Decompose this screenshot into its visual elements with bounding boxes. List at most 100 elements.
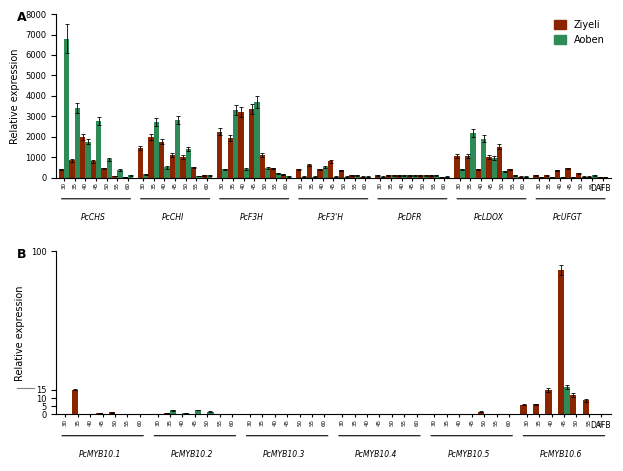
Text: PcMYB10.6: PcMYB10.6 — [540, 450, 582, 459]
Bar — [143, 174, 148, 178]
Bar — [265, 168, 270, 178]
Bar — [560, 177, 565, 178]
Bar — [375, 176, 381, 178]
Text: A: A — [17, 11, 27, 24]
Bar — [85, 142, 91, 178]
Bar — [402, 176, 407, 178]
Bar — [492, 158, 497, 178]
Bar — [444, 177, 450, 178]
Bar — [513, 176, 518, 178]
Bar — [391, 176, 396, 178]
Bar — [59, 170, 64, 178]
Bar — [508, 170, 513, 178]
Bar — [238, 112, 244, 178]
Bar — [339, 171, 344, 178]
Bar — [533, 404, 539, 414]
Text: PcMYB10.2: PcMYB10.2 — [171, 450, 213, 459]
Y-axis label: Relative expression: Relative expression — [10, 48, 20, 144]
Bar — [328, 161, 333, 178]
Bar — [170, 155, 175, 178]
Bar — [429, 176, 434, 178]
Bar — [164, 413, 170, 414]
Bar — [344, 177, 350, 178]
Bar — [386, 176, 391, 178]
Bar — [544, 176, 549, 178]
Bar — [207, 412, 214, 414]
Bar — [249, 109, 254, 178]
Bar — [64, 39, 69, 178]
Bar — [571, 177, 576, 178]
Bar — [545, 390, 551, 414]
Bar — [312, 177, 317, 178]
Bar — [123, 177, 128, 178]
Bar — [109, 412, 115, 414]
Text: PcMYB10.1: PcMYB10.1 — [78, 450, 121, 459]
Bar — [592, 176, 597, 178]
Bar — [365, 177, 371, 178]
Text: PcF3H: PcF3H — [240, 213, 264, 222]
Text: PcCHS: PcCHS — [81, 213, 106, 222]
Bar — [191, 167, 196, 178]
Bar — [418, 176, 423, 178]
Bar — [154, 122, 159, 178]
Bar — [475, 170, 481, 178]
Bar — [183, 413, 189, 414]
Bar — [549, 177, 554, 178]
Bar — [254, 102, 260, 178]
Bar — [360, 177, 365, 178]
Bar — [207, 176, 212, 178]
Bar — [407, 176, 412, 178]
Bar — [227, 138, 233, 178]
Bar — [91, 161, 96, 178]
Bar — [296, 170, 302, 178]
Bar — [72, 390, 78, 414]
Bar — [434, 176, 439, 178]
Bar — [275, 173, 281, 178]
Bar — [317, 170, 323, 178]
Bar — [69, 160, 75, 178]
Bar — [478, 412, 484, 414]
Bar — [196, 176, 202, 178]
Text: PcDFR: PcDFR — [397, 213, 422, 222]
Bar — [396, 176, 402, 178]
Bar — [486, 157, 492, 178]
Text: PcMYB10.5: PcMYB10.5 — [447, 450, 490, 459]
Bar — [175, 121, 181, 178]
Bar — [170, 410, 176, 414]
Bar — [576, 173, 581, 178]
Bar — [217, 131, 222, 178]
Bar — [138, 148, 143, 178]
Text: PcCHI: PcCHI — [161, 213, 184, 222]
Bar — [244, 170, 249, 178]
Bar — [270, 168, 275, 178]
Bar — [159, 142, 164, 178]
Text: PcUFGT: PcUFGT — [553, 213, 583, 222]
Bar — [520, 405, 526, 414]
Bar — [558, 270, 564, 414]
Bar — [583, 400, 589, 414]
Bar — [260, 155, 265, 178]
Bar — [602, 177, 608, 178]
Bar — [75, 108, 80, 178]
Bar — [460, 170, 465, 178]
Bar — [423, 176, 429, 178]
Bar — [286, 176, 292, 178]
Bar — [481, 139, 486, 178]
Bar — [523, 177, 529, 178]
Bar — [222, 170, 227, 178]
Bar — [102, 168, 107, 178]
Bar — [597, 177, 602, 178]
Bar — [497, 147, 502, 178]
Bar — [128, 176, 133, 178]
Bar — [533, 176, 539, 178]
Text: PcLDOX: PcLDOX — [474, 213, 504, 222]
Bar — [539, 177, 544, 178]
Bar — [439, 177, 444, 178]
Bar — [117, 170, 123, 178]
Bar — [354, 176, 360, 178]
Bar — [181, 157, 186, 178]
Bar — [454, 156, 460, 178]
Bar — [195, 410, 201, 414]
Bar — [80, 137, 85, 178]
Text: PcMYB10.3: PcMYB10.3 — [263, 450, 305, 459]
